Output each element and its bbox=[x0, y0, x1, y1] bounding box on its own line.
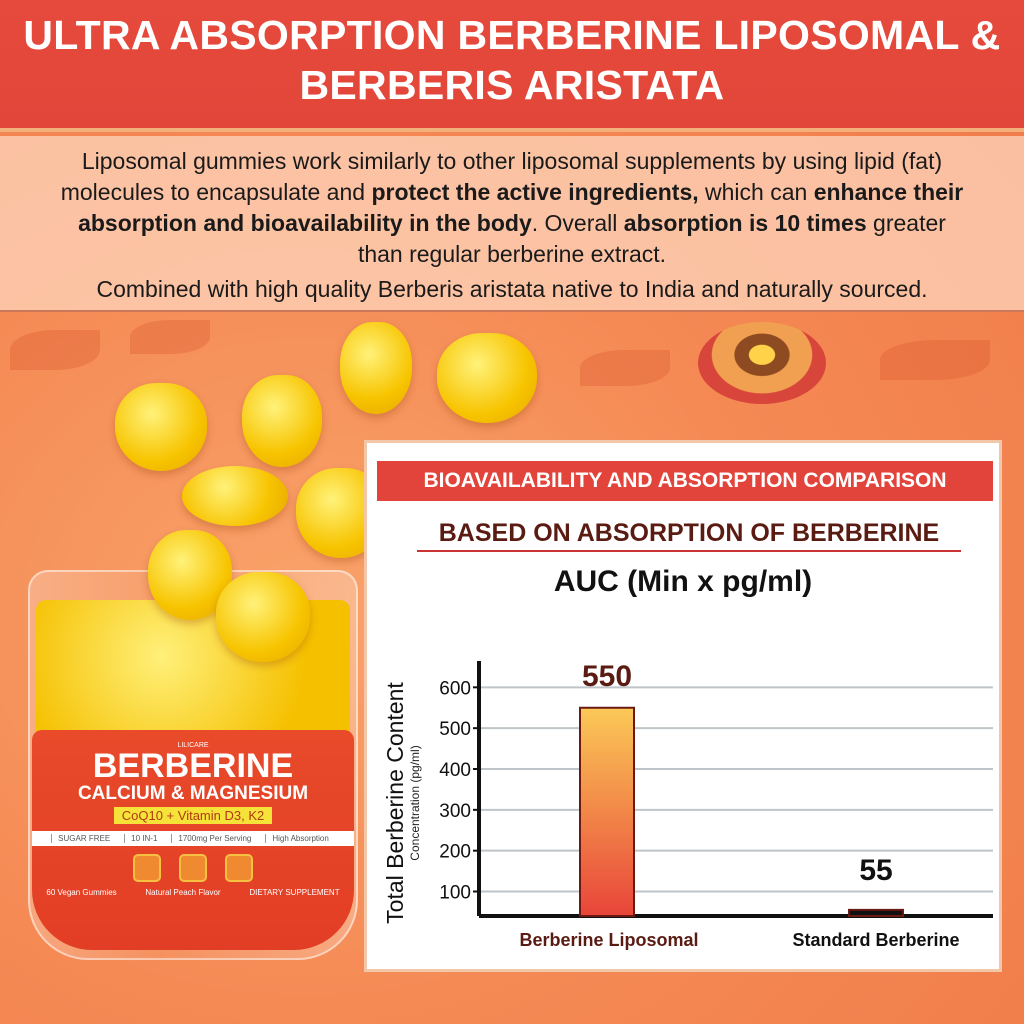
product-subtitle: CALCIUM & MAGNESIUM bbox=[77, 783, 309, 804]
x-tick-label: Standard Berberine bbox=[792, 930, 959, 950]
liposome-illustration bbox=[698, 322, 826, 404]
data-label: 55 bbox=[859, 854, 892, 887]
leaf-decoration bbox=[580, 350, 670, 386]
title-banner: ULTRA ABSORPTION BERBERINE LIPOSOMAL & BE… bbox=[0, 0, 1024, 132]
gummy-image bbox=[115, 383, 207, 471]
product-name: BERBERINE bbox=[92, 747, 294, 785]
panel-heading: BIOAVAILABILITY AND ABSORPTION COMPARISO… bbox=[377, 461, 993, 501]
gummy-image bbox=[437, 333, 537, 423]
heart-icon bbox=[133, 854, 161, 882]
feature: High Absorption bbox=[265, 834, 334, 843]
leaf-decoration bbox=[130, 320, 210, 354]
gummy-image bbox=[242, 375, 322, 467]
feature-icons bbox=[32, 854, 354, 882]
feature: 1700mg Per Serving bbox=[171, 834, 257, 843]
y-axis-title: Total Berberine Content bbox=[382, 682, 408, 924]
product-pill: CoQ10 + Vitamin D3, K2 bbox=[113, 807, 273, 824]
product-features: SUGAR FREE 10 IN-1 1700mg Per Serving Hi… bbox=[32, 831, 354, 846]
leaf-decoration bbox=[10, 330, 100, 370]
panel-subheading: BASED ON ABSORPTION OF BERBERINE bbox=[417, 519, 961, 552]
y-tick-label: 600 bbox=[439, 678, 471, 699]
supplement-text: DIETARY SUPPLEMENT bbox=[249, 888, 340, 897]
leaf-decoration bbox=[880, 340, 990, 380]
gummy-image bbox=[216, 572, 310, 662]
bar bbox=[579, 706, 635, 917]
bar bbox=[848, 908, 904, 917]
y-tick-label: 100 bbox=[439, 883, 471, 904]
feature: 10 IN-1 bbox=[124, 834, 163, 843]
y-tick-label: 300 bbox=[439, 801, 471, 822]
muscle-icon bbox=[179, 854, 207, 882]
shield-icon bbox=[225, 854, 253, 882]
metric-label: AUC (Min x pg/ml) bbox=[553, 565, 813, 598]
flavor-text: Natural Peach Flavor bbox=[145, 888, 221, 897]
y-axis-subtitle: Concentration (pg/ml) bbox=[408, 745, 422, 860]
page-title: ULTRA ABSORPTION BERBERINE LIPOSOMAL & BE… bbox=[0, 0, 1024, 110]
data-label: 550 bbox=[582, 660, 632, 693]
x-tick-label: Berberine Liposomal bbox=[519, 930, 698, 950]
y-tick-label: 400 bbox=[439, 760, 471, 781]
feature: SUGAR FREE bbox=[51, 834, 116, 843]
y-tick-label: 500 bbox=[439, 719, 471, 740]
intro-sourcing: Combined with high quality Berberis aris… bbox=[96, 276, 928, 302]
gummy-image bbox=[182, 466, 288, 526]
count-text: 60 Vegan Gummies bbox=[46, 888, 117, 897]
brand-logo: LILICARE bbox=[177, 742, 209, 749]
label-footer: 60 Vegan Gummies Natural Peach Flavor DI… bbox=[32, 888, 354, 897]
intro-paragraph: Liposomal gummies work similarly to othe… bbox=[60, 148, 964, 267]
product-label: LILICARE BERBERINE CALCIUM & MAGNESIUM C… bbox=[32, 730, 354, 950]
y-tick-label: 200 bbox=[439, 842, 471, 863]
comparison-panel: BIOAVAILABILITY AND ABSORPTION COMPARISO… bbox=[364, 440, 1002, 972]
title-line-2: BERBERIS ARISTATA bbox=[299, 62, 725, 108]
product-jar: LILICARE BERBERINE CALCIUM & MAGNESIUM C… bbox=[18, 530, 368, 970]
gummy-image bbox=[340, 322, 412, 414]
intro-text: Liposomal gummies work similarly to othe… bbox=[0, 136, 1024, 312]
title-line-1: ULTRA ABSORPTION BERBERINE LIPOSOMAL & bbox=[23, 12, 1001, 58]
bar-chart: 100 200 300 400 500 600 Total Berberine Conte… bbox=[382, 660, 993, 950]
